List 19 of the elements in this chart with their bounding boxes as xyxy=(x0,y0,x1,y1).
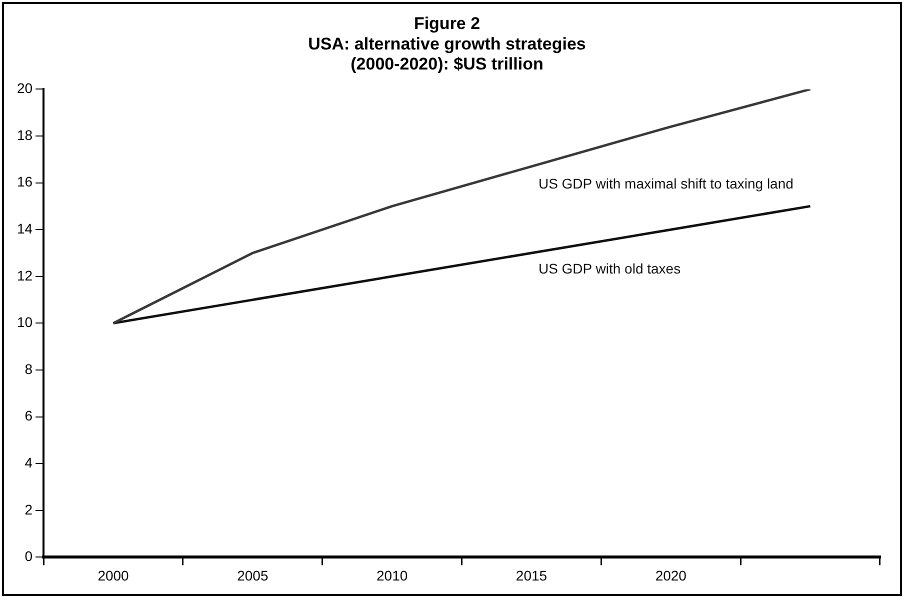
y-tick-label: 4 xyxy=(24,454,33,470)
series-label: US GDP with old taxes xyxy=(538,260,681,277)
x-tick-label: 2020 xyxy=(655,567,687,584)
y-tick-label: 8 xyxy=(24,360,33,377)
y-tick-label: 10 xyxy=(16,314,33,330)
series-label: US GDP with maximal shift to taxing land xyxy=(538,175,794,192)
x-tick-label: 2015 xyxy=(516,567,548,584)
x-tick-label: 2005 xyxy=(237,567,268,584)
y-tick-label: 0 xyxy=(24,548,33,564)
y-tick-label: 12 xyxy=(16,267,33,284)
y-tick-label: 18 xyxy=(16,126,33,143)
x-tick-label: 2010 xyxy=(376,567,408,584)
x-tick-label: 2000 xyxy=(98,567,130,584)
y-tick-label: 16 xyxy=(16,174,33,190)
chart-title: Figure 2 USA: alternative growth strategies (2000-2020): $US trillion xyxy=(308,14,586,74)
y-tick-label: 14 xyxy=(16,220,33,236)
y-tick-label: 2 xyxy=(24,501,33,518)
y-tick-label: 6 xyxy=(24,408,33,424)
y-tick-label: 20 xyxy=(16,80,33,96)
